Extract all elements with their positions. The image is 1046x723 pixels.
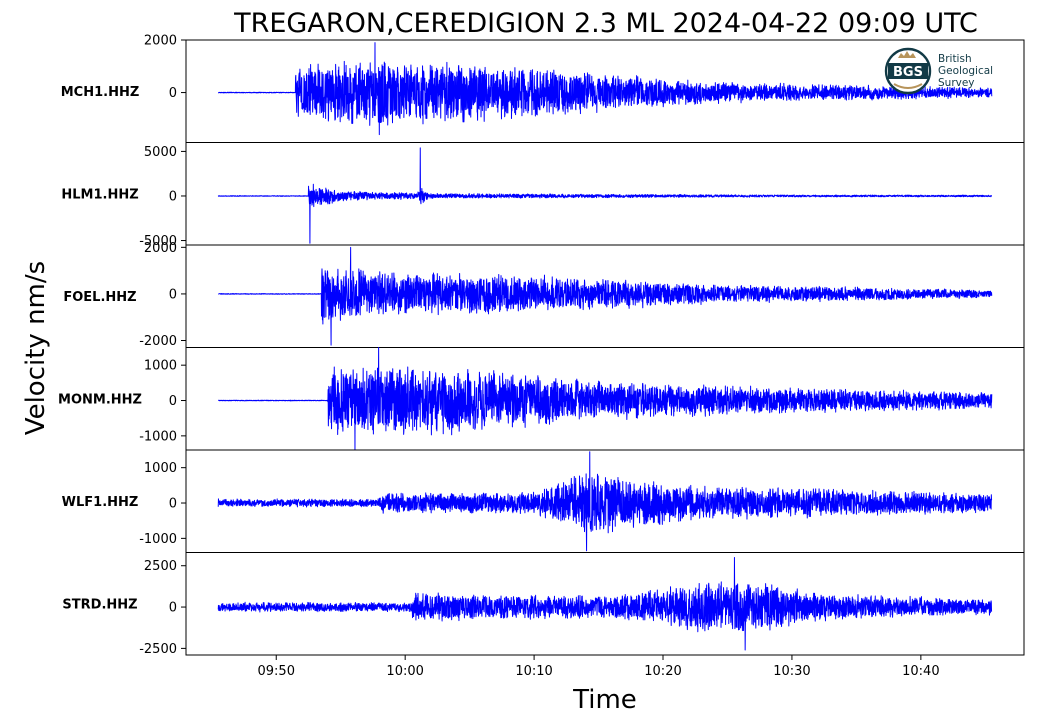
y-tick-label: 0 bbox=[169, 287, 177, 302]
logo-band bbox=[888, 63, 928, 79]
y-tick-label: 0 bbox=[169, 601, 177, 616]
y-tick-label: 2500 bbox=[144, 559, 177, 574]
logo-text-line-3: Survey bbox=[938, 77, 975, 89]
y-tick-label: 0 bbox=[169, 86, 177, 101]
crown-icon bbox=[898, 51, 916, 58]
trace-panel: 1000 0 -1000 WLF1.HHZ bbox=[62, 449, 1025, 553]
trace-panel: 2500 0 -2500 STRD.HHZ bbox=[62, 552, 1025, 657]
station-label: STRD.HHZ bbox=[62, 597, 137, 612]
seismic-trace-line bbox=[217, 42, 993, 136]
y-axis-label: Velocity nm/s bbox=[21, 261, 51, 435]
seismic-trace-line bbox=[217, 347, 993, 451]
bgs-logo: BGS British Geological Survey bbox=[884, 47, 993, 95]
seismic-trace-line bbox=[217, 246, 993, 346]
x-tick-label: 10:00 bbox=[386, 664, 423, 679]
y-tick-label: 0 bbox=[169, 497, 177, 512]
y-tick-label: -2000 bbox=[139, 334, 177, 349]
logo-text-line-2: Geological bbox=[938, 65, 993, 77]
y-tick-label: 0 bbox=[169, 394, 177, 409]
seismic-trace-line bbox=[217, 451, 993, 552]
trace-panels: 2000 0 MCH1.HHZ 5000 0 -5000 HLM1.HHZ 2000 0 -200… bbox=[58, 34, 1025, 657]
chart-title: TREGARON,CEREDIGION 2.3 ML 2024-04-22 09… bbox=[233, 8, 978, 39]
x-axis-label: Time bbox=[572, 685, 637, 715]
panel-frame bbox=[185, 552, 1025, 656]
station-label: MCH1.HHZ bbox=[61, 85, 140, 100]
y-tick-label: 1000 bbox=[144, 359, 177, 374]
station-label: FOEL.HHZ bbox=[63, 290, 136, 305]
y-tick-label: -5000 bbox=[139, 234, 177, 249]
trace-panel: 5000 0 -5000 HLM1.HHZ bbox=[61, 142, 1025, 249]
y-tick-label: -1000 bbox=[139, 429, 177, 444]
x-tick-label: 09:50 bbox=[258, 664, 295, 679]
y-tick-label: -2500 bbox=[139, 642, 177, 657]
seismic-trace-line bbox=[217, 147, 993, 244]
y-tick-label: 2000 bbox=[144, 241, 177, 256]
x-tick-label: 10:10 bbox=[515, 664, 552, 679]
y-tick-label: 0 bbox=[169, 189, 177, 204]
station-label: WLF1.HHZ bbox=[62, 495, 139, 510]
logo-text-line-1: British bbox=[938, 53, 972, 65]
seismic-trace-line bbox=[217, 556, 993, 651]
logo-emblem-text: BGS bbox=[893, 65, 923, 80]
y-tick-label: 2000 bbox=[144, 34, 177, 49]
y-tick-label: 1000 bbox=[144, 461, 177, 476]
y-tick-label: -1000 bbox=[139, 532, 177, 547]
logo-wave bbox=[893, 83, 923, 89]
x-tick-label: 10:40 bbox=[902, 664, 939, 679]
y-tick-label: 5000 bbox=[144, 145, 177, 160]
station-label: HLM1.HHZ bbox=[61, 187, 138, 202]
x-tick-label: 10:30 bbox=[773, 664, 810, 679]
x-tick-label: 10:20 bbox=[644, 664, 681, 679]
x-axis: 09:50 10:00 10:10 10:20 10:30 10:40 bbox=[258, 655, 940, 679]
station-label: MONM.HHZ bbox=[58, 392, 142, 407]
